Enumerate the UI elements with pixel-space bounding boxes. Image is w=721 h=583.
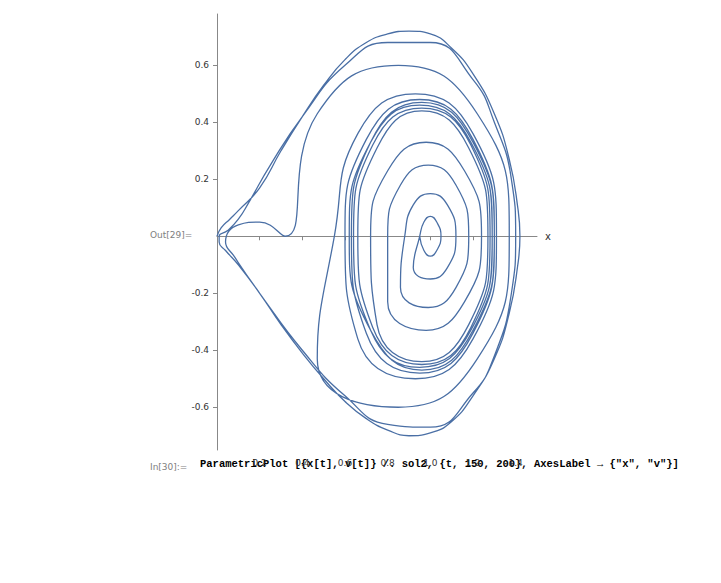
svg-text:x: x <box>545 231 551 242</box>
svg-text:Out[29]=: Out[29]= <box>150 230 192 240</box>
svg-text:1.2: 1.2 <box>466 458 480 468</box>
svg-text:1.4: 1.4 <box>509 458 524 468</box>
svg-text:0.2: 0.2 <box>195 174 209 184</box>
svg-text:0.2: 0.2 <box>253 458 267 468</box>
svg-text:ParametricPlot [{x[t], v[t]} /: ParametricPlot [{x[t], v[t]} /. sol2, {t… <box>200 458 679 470</box>
svg-text:0.4: 0.4 <box>195 117 210 127</box>
svg-text:-0.4: -0.4 <box>191 345 209 355</box>
svg-text:0.6: 0.6 <box>338 458 353 468</box>
svg-text:0.8: 0.8 <box>381 458 396 468</box>
svg-text:0.4: 0.4 <box>295 458 310 468</box>
svg-text:0.6: 0.6 <box>195 60 210 70</box>
svg-text:-0.2: -0.2 <box>191 288 209 298</box>
svg-text:In[30]:=: In[30]:= <box>150 462 187 472</box>
svg-text:-0.6: -0.6 <box>191 402 209 412</box>
svg-text:1.0: 1.0 <box>423 458 438 468</box>
